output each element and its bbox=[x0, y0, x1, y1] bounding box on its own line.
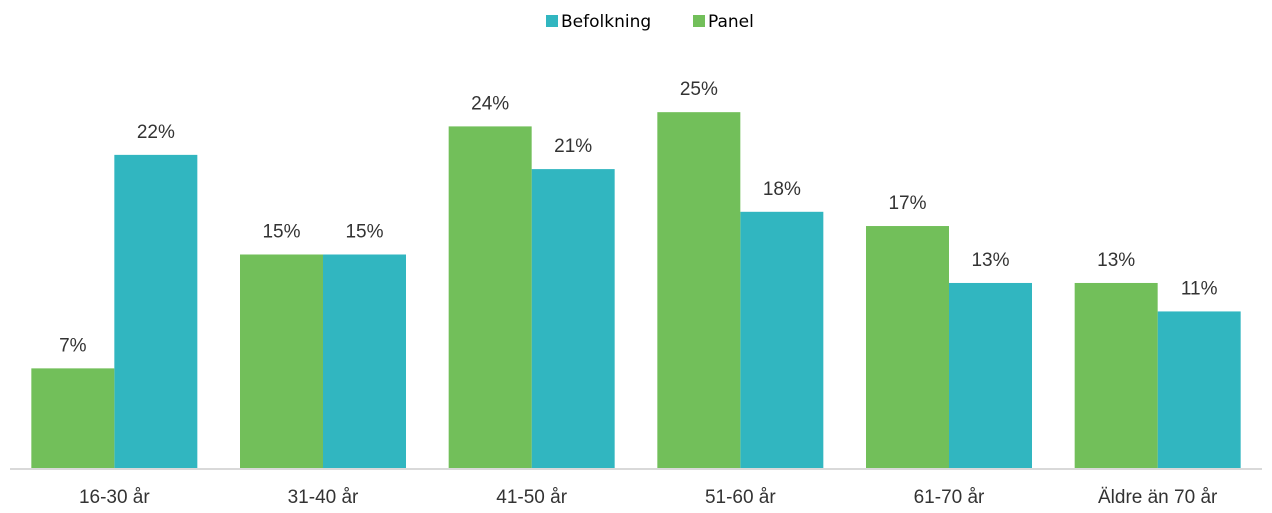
x-tick-label: Äldre än 70 år bbox=[1098, 487, 1218, 508]
bar bbox=[323, 254, 406, 468]
data-label: 7% bbox=[59, 335, 87, 356]
data-label: 13% bbox=[971, 250, 1009, 271]
data-label: 13% bbox=[1097, 250, 1135, 271]
bar bbox=[240, 254, 323, 468]
bar bbox=[740, 211, 824, 469]
bar bbox=[657, 112, 741, 469]
bar bbox=[31, 368, 115, 468]
x-tick-label: 31-40 år bbox=[288, 487, 359, 508]
x-tick-label: 41-50 år bbox=[496, 487, 567, 508]
legend-label: Panel bbox=[708, 12, 754, 32]
x-tick-label: 16-30 år bbox=[79, 487, 150, 508]
bar bbox=[448, 126, 532, 469]
data-label: 22% bbox=[137, 122, 175, 143]
x-tick-label: 61-70 år bbox=[914, 487, 985, 508]
x-tick-label: 51-60 år bbox=[705, 487, 776, 508]
data-label: 11% bbox=[1181, 278, 1218, 299]
bar bbox=[866, 226, 949, 468]
bar bbox=[531, 169, 615, 468]
data-label: 21% bbox=[554, 136, 592, 157]
bar bbox=[949, 282, 1032, 468]
data-label: 24% bbox=[471, 93, 509, 114]
bar bbox=[1157, 311, 1241, 468]
legend-label: Befolkning bbox=[561, 12, 651, 32]
data-label: 15% bbox=[345, 222, 383, 243]
bar bbox=[1074, 282, 1158, 468]
data-label: 25% bbox=[680, 79, 718, 100]
data-label: 15% bbox=[262, 222, 300, 243]
legend-swatch bbox=[546, 15, 558, 27]
legend-swatch bbox=[693, 15, 705, 27]
bar bbox=[114, 154, 198, 468]
data-label: 17% bbox=[888, 193, 926, 214]
data-label: 18% bbox=[763, 179, 801, 200]
